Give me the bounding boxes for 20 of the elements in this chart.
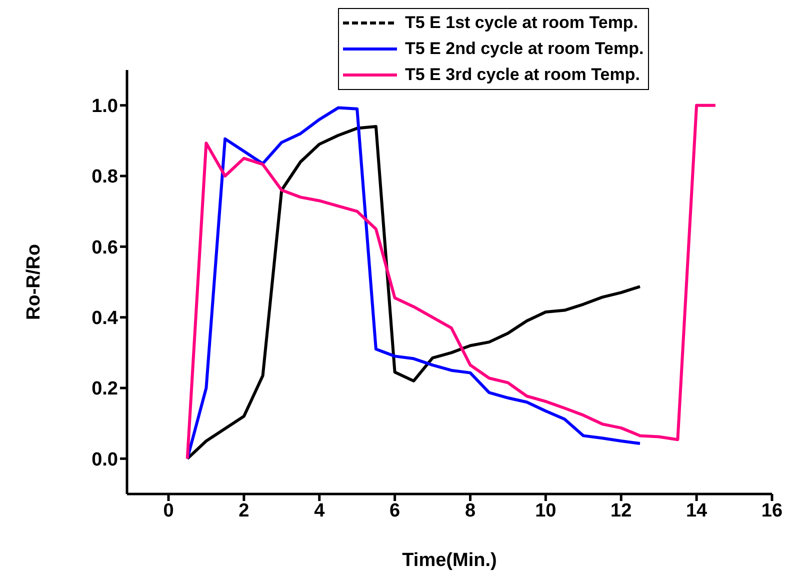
x-axis-title: Time(Min.) bbox=[402, 550, 497, 571]
x-tick-label: 10 bbox=[535, 500, 556, 522]
y-tick-label: 0.8 bbox=[92, 166, 118, 188]
y-axis-title: Ro-R/Ro bbox=[24, 244, 45, 320]
x-tick-label: 4 bbox=[314, 500, 326, 522]
x-tick-label: 14 bbox=[686, 500, 708, 522]
legend-label: T5 E 2nd cycle at room Temp. bbox=[405, 39, 644, 59]
y-tick-label: 0.0 bbox=[92, 449, 118, 470]
y-tick-label: 1.0 bbox=[92, 96, 118, 118]
x-tick-label: 6 bbox=[390, 500, 400, 522]
legend-label: T5 E 3rd cycle at room Temp. bbox=[405, 65, 640, 85]
x-tick-label: 2 bbox=[238, 500, 250, 522]
y-tick-label: 0.2 bbox=[92, 378, 118, 400]
x-tick-label: 12 bbox=[610, 500, 632, 522]
x-tick-label: 0 bbox=[163, 500, 174, 522]
legend-label: T5 E 1st cycle at room Temp. bbox=[405, 13, 638, 33]
x-tick-label: 8 bbox=[464, 500, 476, 522]
y-tick-label: 0.6 bbox=[92, 237, 118, 258]
y-tick-label: 0.4 bbox=[92, 308, 118, 330]
x-tick-label: 16 bbox=[761, 500, 783, 522]
